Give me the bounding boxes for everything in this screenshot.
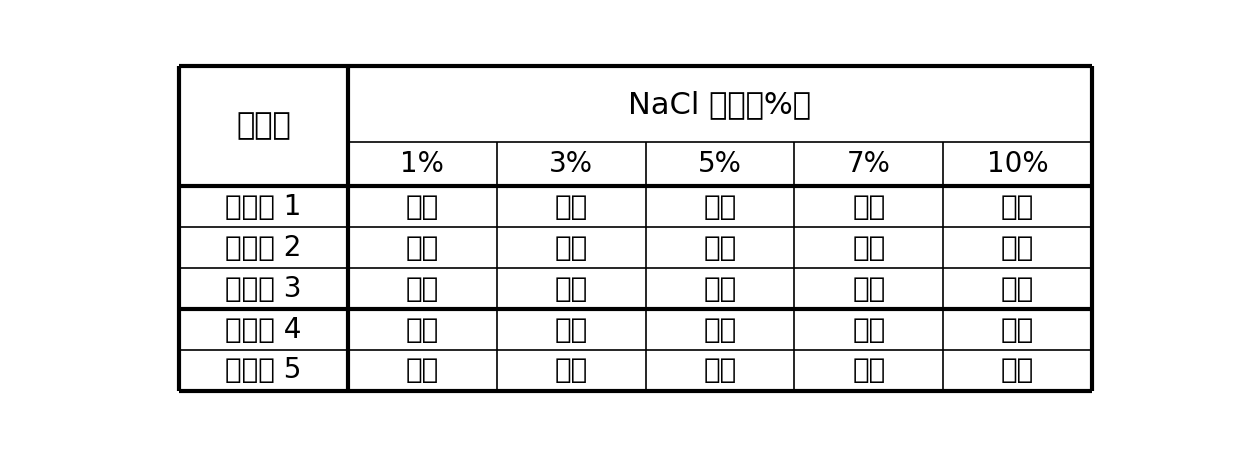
Text: 均相: 均相 — [703, 357, 737, 384]
Text: 均相: 均相 — [554, 357, 588, 384]
Text: 均相: 均相 — [554, 275, 588, 303]
Text: 均相: 均相 — [1001, 357, 1034, 384]
Text: 实施例 2: 实施例 2 — [226, 233, 301, 262]
Text: NaCl 浓度（%）: NaCl 浓度（%） — [629, 90, 811, 119]
Text: 实施例 1: 实施例 1 — [226, 193, 301, 221]
Text: 实施例 5: 实施例 5 — [226, 357, 301, 384]
Text: 均相: 均相 — [703, 233, 737, 262]
Text: 实施例 3: 实施例 3 — [226, 275, 301, 303]
Text: 均相: 均相 — [852, 193, 885, 221]
Text: 均相: 均相 — [405, 316, 439, 343]
Text: 均相: 均相 — [703, 193, 737, 221]
Text: 3%: 3% — [549, 150, 593, 178]
Text: 10%: 10% — [987, 150, 1048, 178]
Text: 均相: 均相 — [405, 357, 439, 384]
Text: 均相: 均相 — [1001, 316, 1034, 343]
Text: 均相: 均相 — [852, 275, 885, 303]
Text: 均相: 均相 — [852, 233, 885, 262]
Text: 均相: 均相 — [1001, 193, 1034, 221]
Text: 均相: 均相 — [405, 275, 439, 303]
Text: 均相: 均相 — [703, 316, 737, 343]
Text: 均相: 均相 — [405, 193, 439, 221]
Text: 均相: 均相 — [554, 316, 588, 343]
Text: 均相: 均相 — [852, 357, 885, 384]
Text: 1%: 1% — [401, 150, 444, 178]
Text: 均相: 均相 — [1001, 275, 1034, 303]
Text: 均相: 均相 — [554, 233, 588, 262]
Text: 均相: 均相 — [703, 275, 737, 303]
Text: 均相: 均相 — [554, 193, 588, 221]
Text: 均相: 均相 — [1001, 233, 1034, 262]
Text: 实施例: 实施例 — [236, 112, 291, 141]
Text: 5%: 5% — [698, 150, 742, 178]
Text: 7%: 7% — [847, 150, 890, 178]
Text: 均相: 均相 — [405, 233, 439, 262]
Text: 均相: 均相 — [852, 316, 885, 343]
Text: 实施例 4: 实施例 4 — [226, 316, 301, 343]
